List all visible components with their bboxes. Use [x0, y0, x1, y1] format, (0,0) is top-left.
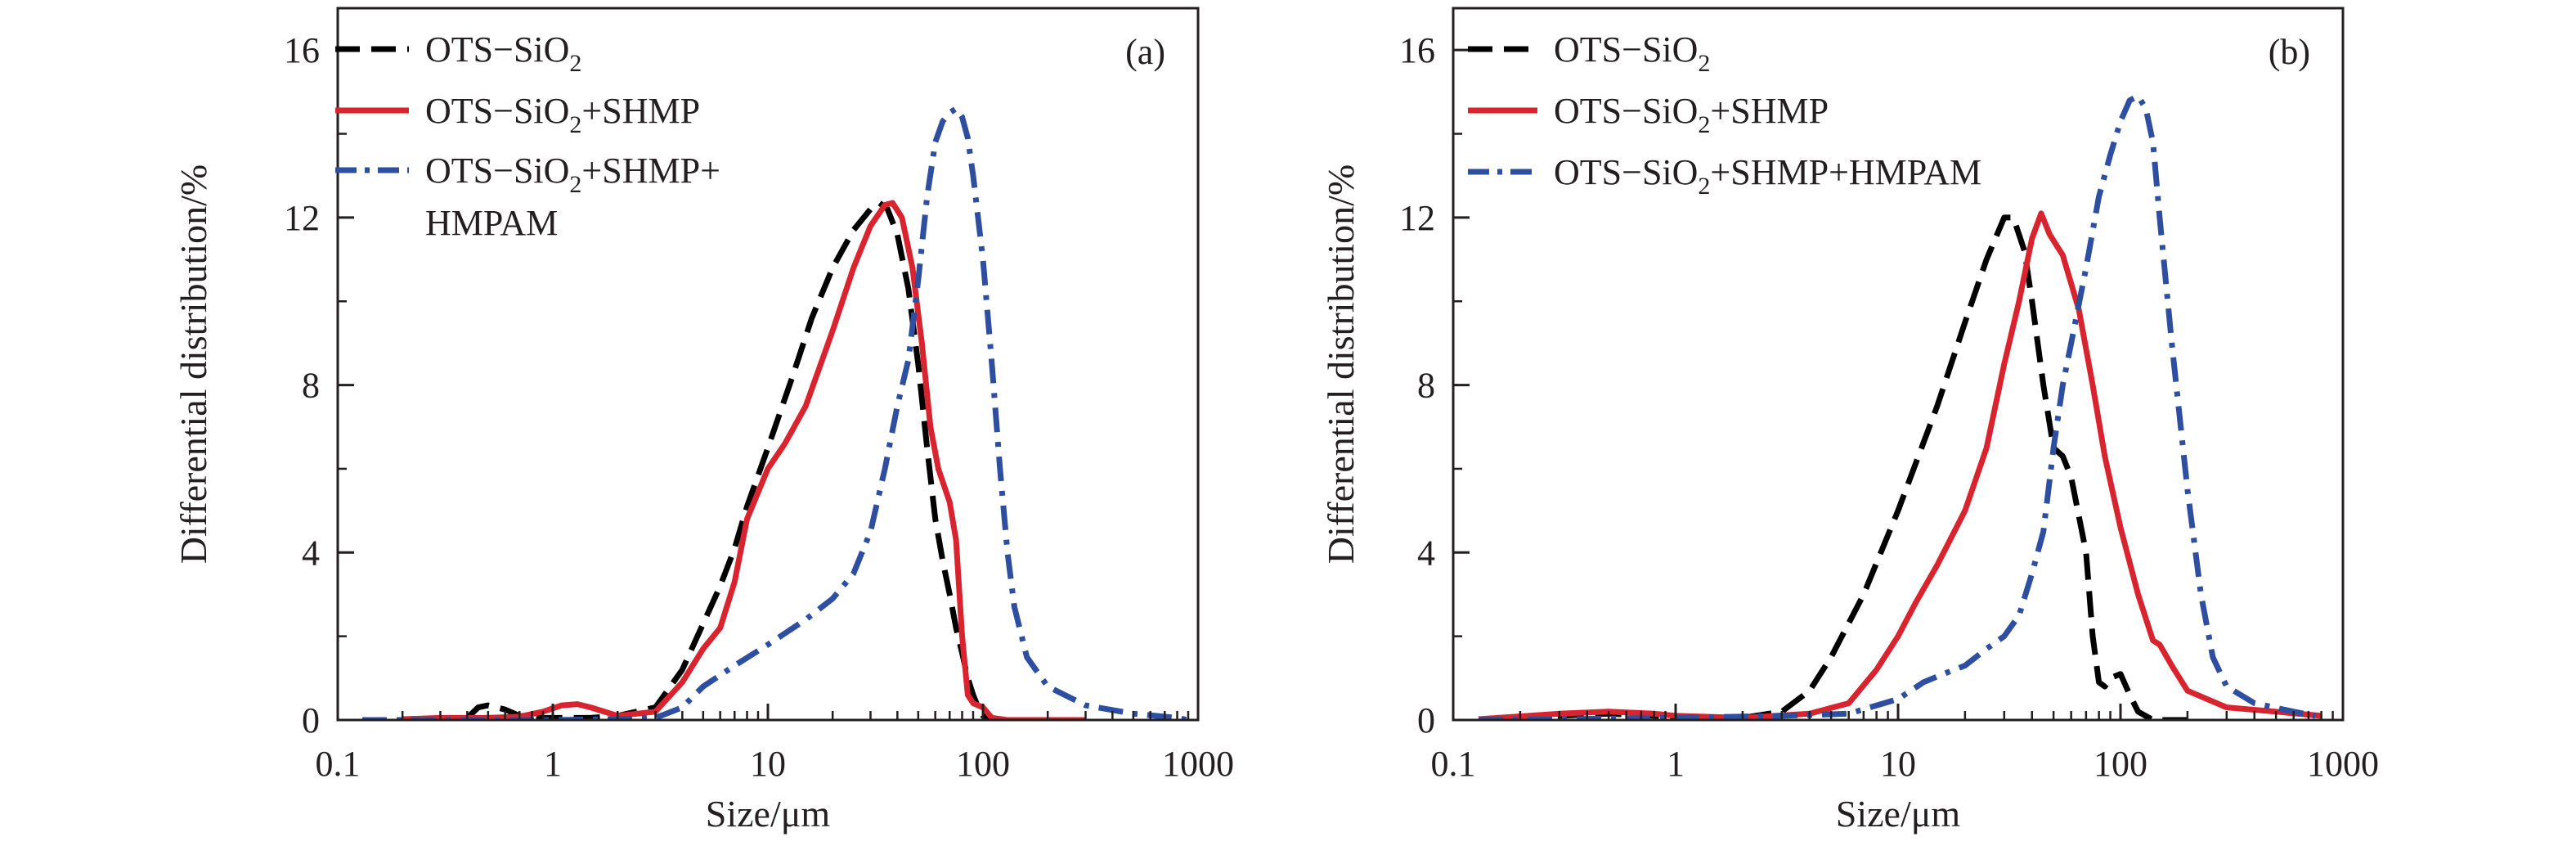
panel-b: 0.1 1 10 100 1000 0 4 8 12 16 Size/μm Differential … [1320, 7, 2379, 835]
legend-label-a-3-line2: HMPAM [425, 203, 558, 243]
legend-label-a-3: OTS−SiO2+SHMP+ [425, 151, 720, 198]
series-line-b-3 [1478, 93, 2316, 720]
legend-b: OTS−SiO2 OTS−SiO2+SHMP OTS−SiO2+SHMP+HMPAM [1468, 29, 1981, 200]
x-tick-label-a: 0.1 [316, 744, 361, 784]
x-tick-label-b: 10 [1880, 744, 1916, 784]
legend-label-b-3: OTS−SiO2+SHMP+HMPAM [1554, 152, 1981, 200]
x-tick-label-b: 1 [1667, 744, 1685, 784]
x-tick-label-b: 100 [2094, 744, 2147, 784]
y-tick-label-a: 4 [302, 533, 320, 573]
panel-label-b: (b) [2269, 32, 2310, 72]
y-tick-label-a: 0 [302, 700, 320, 740]
legend-a: OTS−SiO2 OTS−SiO2+SHMP OTS−SiO2+SHMP+ HMPAM [335, 29, 720, 243]
legend-label-b-1: OTS−SiO2 [1554, 29, 1710, 77]
series-line-b-1 [1519, 214, 2188, 720]
x-tick-label-a: 100 [956, 744, 1010, 784]
series-line-b-2 [1478, 210, 2322, 720]
legend-label-a-1: OTS−SiO2 [425, 29, 581, 77]
y-tick-label-a: 8 [302, 366, 320, 406]
y-axis-label-a: Differential distribution/% [173, 164, 214, 564]
x-axis-label-b: Size/μm [1836, 793, 1961, 835]
panel-a: 0.1 1 10 100 1000 0 4 8 12 16 Size/μm Differential … [173, 7, 1234, 835]
y-axis-label-b: Differential distribution/% [1320, 164, 1362, 564]
series-line-a-3 [362, 106, 1189, 720]
y-tick-label-b: 16 [1399, 30, 1435, 70]
series-line-a-2 [402, 200, 1086, 720]
x-axis-label-a: Size/μm [706, 793, 831, 835]
legend-label-a-2: OTS−SiO2+SHMP [425, 91, 700, 138]
legend-label-b-2: OTS−SiO2+SHMP [1554, 91, 1829, 138]
x-tick-label-a: 1000 [1162, 744, 1234, 784]
x-tick-label-a: 1 [544, 744, 562, 784]
y-tick-label-b: 8 [1417, 366, 1435, 406]
y-tick-label-b: 4 [1417, 533, 1435, 573]
x-tick-label-a: 10 [750, 744, 786, 784]
y-tick-label-a: 16 [284, 30, 320, 70]
y-tick-label-a: 12 [284, 198, 320, 238]
y-tick-label-b: 0 [1417, 700, 1435, 740]
x-tick-label-b: 1000 [2307, 744, 2379, 784]
y-tick-label-b: 12 [1399, 198, 1435, 238]
x-tick-label-b: 0.1 [1431, 744, 1476, 784]
panel-label-a: (a) [1125, 32, 1165, 72]
